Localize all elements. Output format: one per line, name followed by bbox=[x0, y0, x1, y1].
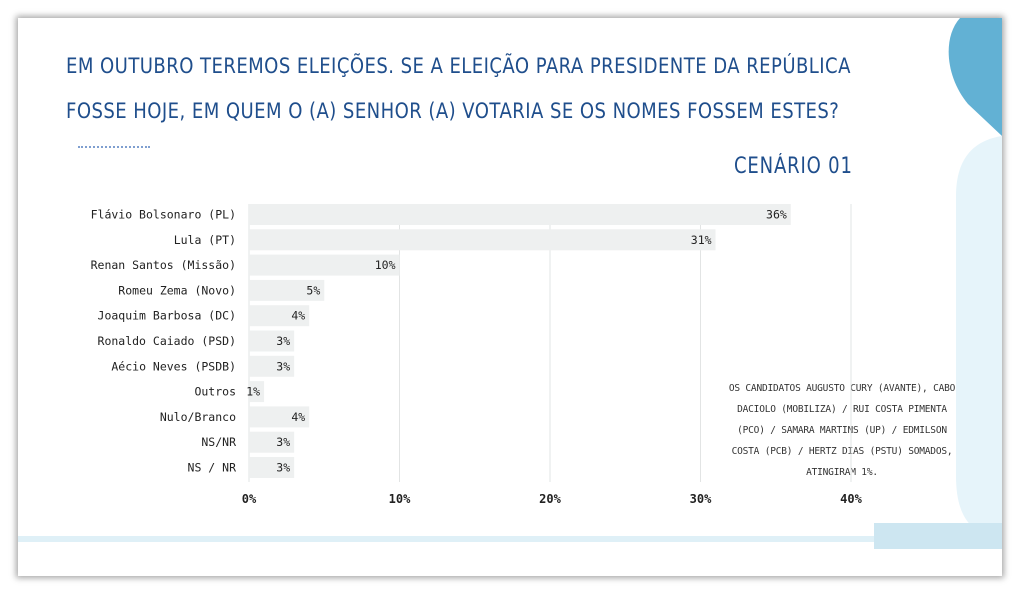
value-label: 4% bbox=[291, 309, 305, 323]
bar bbox=[249, 381, 265, 403]
value-label: 36% bbox=[766, 208, 787, 222]
x-tick-label: 40% bbox=[840, 492, 862, 506]
category-label: NS/NR bbox=[201, 435, 236, 449]
value-label: 3% bbox=[276, 359, 290, 373]
value-label: 3% bbox=[276, 435, 290, 449]
value-label: 5% bbox=[306, 283, 320, 297]
category-label: Lula (PT) bbox=[174, 233, 236, 247]
bar bbox=[249, 431, 295, 453]
chart-title: EM OUTUBRO TEREMOS ELEIÇÕES. SE A ELEIÇÃ… bbox=[66, 44, 851, 134]
bar bbox=[249, 305, 310, 327]
x-tick-label: 30% bbox=[690, 492, 712, 506]
bar bbox=[249, 204, 791, 225]
value-label: 3% bbox=[276, 334, 290, 348]
value-label: 4% bbox=[291, 410, 305, 424]
bar bbox=[249, 279, 325, 301]
value-label: 3% bbox=[276, 461, 290, 475]
title-line-1: EM OUTUBRO TEREMOS ELEIÇÕES. SE A ELEIÇÃ… bbox=[66, 54, 851, 78]
category-label: Nulo/Branco bbox=[160, 410, 236, 424]
category-label: Renan Santos (Missão) bbox=[91, 258, 236, 272]
category-label: Joaquim Barbosa (DC) bbox=[98, 309, 236, 323]
value-label: 31% bbox=[691, 233, 712, 247]
category-label: Flávio Bolsonaro (PL) bbox=[91, 208, 236, 222]
bar bbox=[249, 457, 295, 478]
scenario-label: CENÁRIO 01 bbox=[734, 154, 853, 179]
value-label: 10% bbox=[375, 258, 396, 272]
title-line-2: FOSSE HOJE, EM QUEM O (A) SENHOR (A) VOT… bbox=[66, 99, 840, 123]
bar bbox=[249, 229, 716, 251]
side-decoration-shape bbox=[956, 136, 1002, 536]
category-label: Aécio Neves (PSDB) bbox=[111, 359, 236, 373]
slide: EM OUTUBRO TEREMOS ELEIÇÕES. SE A ELEIÇÃ… bbox=[18, 18, 1002, 576]
bar bbox=[249, 254, 400, 276]
bar bbox=[249, 406, 310, 428]
x-tick-label: 20% bbox=[539, 492, 561, 506]
category-label: Romeu Zema (Novo) bbox=[118, 283, 236, 297]
category-label: Ronaldo Caiado (PSD) bbox=[98, 334, 236, 348]
bar bbox=[249, 330, 295, 352]
x-tick-label: 0% bbox=[242, 492, 257, 506]
category-label: Outros bbox=[194, 385, 236, 399]
candidates-note: OS CANDIDATOS AUGUSTO CURY (AVANTE), CAB… bbox=[728, 383, 956, 478]
title-underline bbox=[78, 146, 150, 148]
category-label: NS / NR bbox=[188, 461, 237, 475]
bottom-decoration-box bbox=[874, 523, 1002, 549]
bar bbox=[249, 355, 295, 377]
corner-decoration-shape bbox=[948, 18, 1002, 136]
bottom-divider-line bbox=[18, 536, 956, 542]
value-label: 1% bbox=[246, 385, 260, 399]
x-tick-label: 10% bbox=[389, 492, 411, 506]
